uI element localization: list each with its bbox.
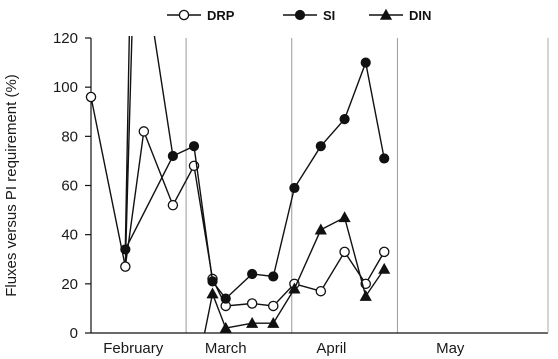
series-line-drp bbox=[91, 36, 385, 307]
point-drp-11 bbox=[339, 246, 350, 258]
point-si-10 bbox=[360, 57, 371, 68]
point-si-1 bbox=[167, 150, 178, 162]
point-si-5 bbox=[247, 268, 258, 280]
legend-label-si: SI bbox=[323, 8, 335, 23]
series-si bbox=[120, 36, 390, 304]
point-drp-3 bbox=[167, 199, 179, 211]
point-si-2 bbox=[188, 141, 200, 152]
y-tick-label-40: 40 bbox=[61, 227, 78, 244]
y-tick-label-60: 60 bbox=[61, 178, 78, 195]
point-drp-8 bbox=[268, 300, 279, 312]
point-si-8 bbox=[315, 141, 326, 152]
y-tick-label-80: 80 bbox=[61, 128, 78, 145]
y-axis-title: Fluxes versus PI requirement (%) bbox=[3, 74, 20, 297]
legend-label-drp: DRP bbox=[207, 8, 235, 23]
x-month-labels: February March April May bbox=[103, 340, 465, 357]
y-tick-label-100: 100 bbox=[53, 79, 78, 96]
series-line-din bbox=[203, 216, 385, 333]
series bbox=[85, 36, 391, 333]
point-din-9 bbox=[378, 262, 391, 274]
series-din bbox=[203, 211, 391, 333]
x-month-label-3: May bbox=[436, 340, 465, 357]
point-si-4 bbox=[220, 293, 231, 304]
x-month-label-2: April bbox=[316, 340, 346, 357]
y-tick-label-120: 120 bbox=[53, 30, 78, 47]
point-din-7 bbox=[338, 211, 351, 223]
point-din-5 bbox=[288, 282, 301, 294]
legend-marker-drp bbox=[178, 9, 190, 21]
point-din-6 bbox=[314, 223, 327, 235]
point-drp-13 bbox=[378, 246, 390, 258]
x-month-label-0: February bbox=[103, 340, 164, 357]
legend-marker-din bbox=[379, 8, 393, 20]
point-drp-10 bbox=[315, 285, 327, 297]
point-din-3 bbox=[246, 316, 259, 328]
legend: DRP SI DIN bbox=[167, 8, 431, 23]
legend-marker-si bbox=[294, 9, 306, 21]
point-si-11 bbox=[379, 153, 390, 164]
point-si-7 bbox=[289, 182, 300, 194]
series-line-si bbox=[124, 36, 385, 300]
point-din-2 bbox=[219, 321, 232, 333]
point-si-0 bbox=[120, 244, 131, 255]
y-tick-label-20: 20 bbox=[61, 276, 78, 293]
point-si-9 bbox=[339, 114, 350, 125]
point-drp-7 bbox=[246, 298, 258, 309]
legend-label-din: DIN bbox=[409, 8, 431, 23]
series-drp bbox=[85, 36, 390, 312]
point-si-6 bbox=[268, 271, 279, 282]
point-drp-0 bbox=[85, 91, 97, 103]
point-si-3 bbox=[207, 276, 218, 287]
point-din-4 bbox=[267, 316, 280, 328]
point-drp-2 bbox=[138, 126, 150, 137]
y-tick-label-0: 0 bbox=[70, 325, 78, 342]
y-ticks: 0 20 40 60 80 100 120 bbox=[53, 30, 91, 342]
point-din-8 bbox=[359, 289, 372, 301]
point-drp-1 bbox=[120, 261, 131, 272]
x-month-label-1: March bbox=[205, 340, 247, 357]
point-din-1 bbox=[206, 287, 219, 299]
